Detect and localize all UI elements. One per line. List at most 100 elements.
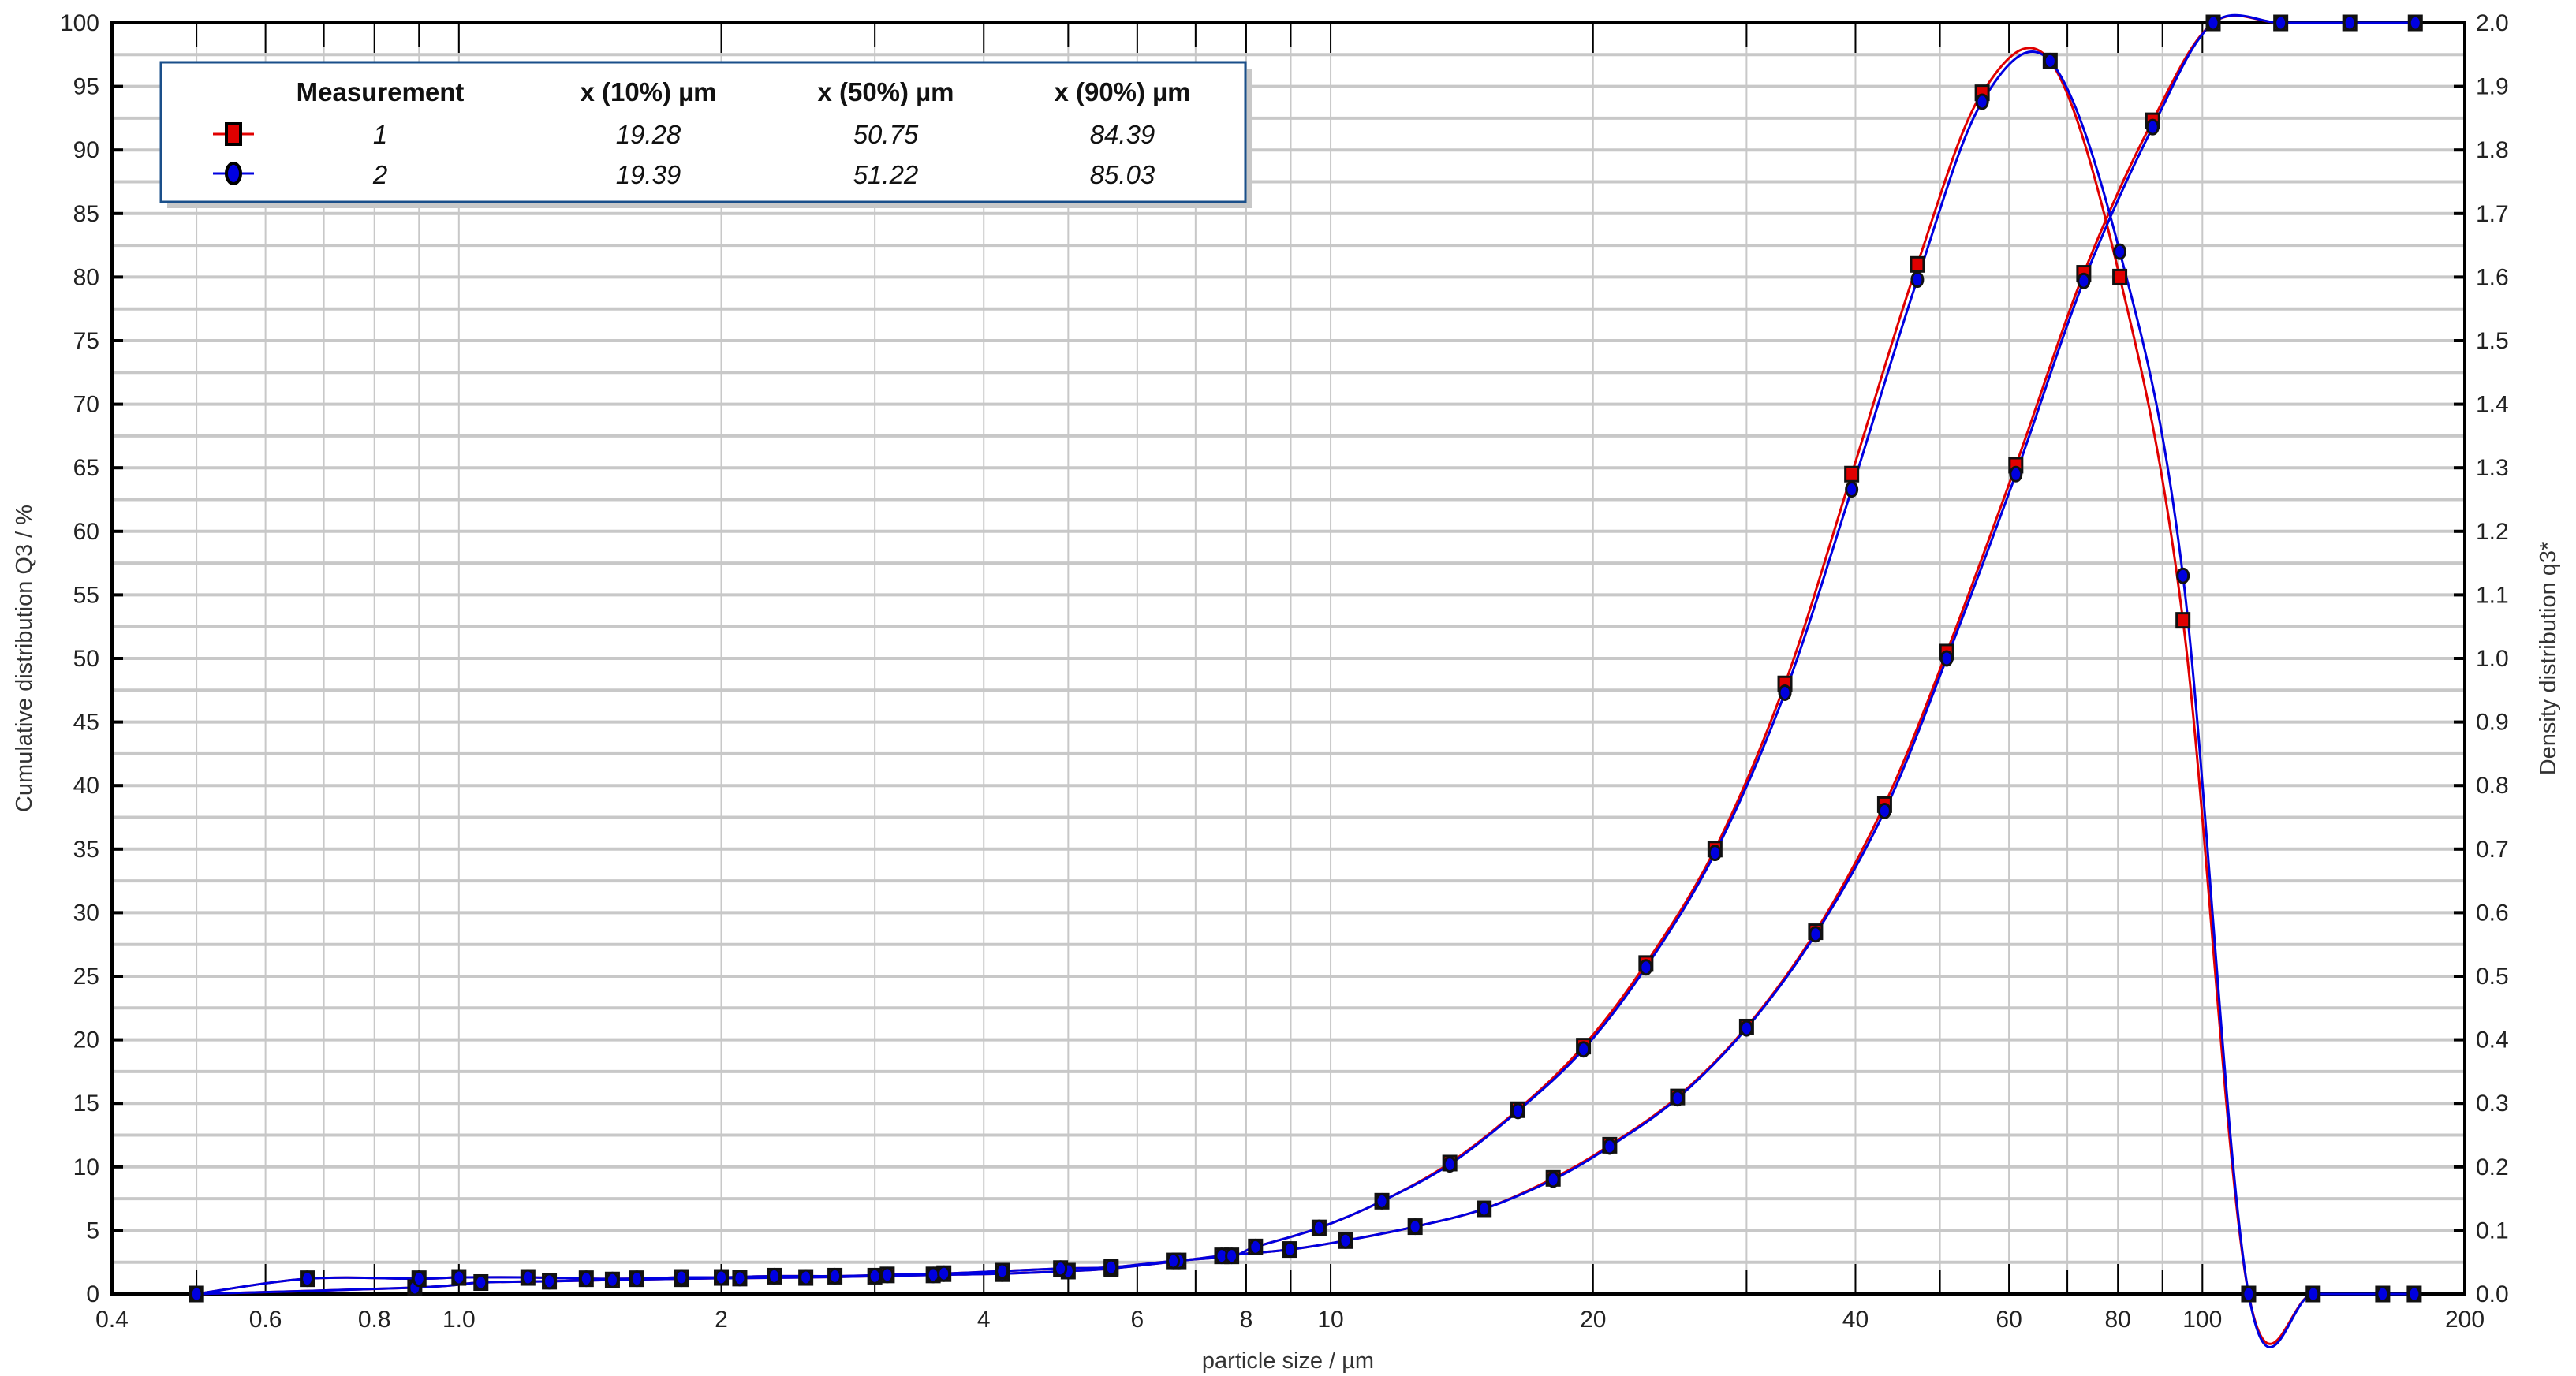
legend-row2-x90: 85.03 <box>1090 160 1155 189</box>
y-tick-label: 45 <box>73 710 99 736</box>
data-point-series-2 <box>2343 14 2357 32</box>
data-point-series-2 <box>1338 1232 1353 1249</box>
y2-tick-label: 0.4 <box>2476 1027 2509 1053</box>
y-tick-label: 20 <box>73 1027 99 1053</box>
legend-row1-x10: 19.28 <box>616 120 681 149</box>
density-line-series-1 <box>196 47 2414 1345</box>
x-tick-label: 2 <box>715 1307 728 1333</box>
legend-header-x10: x (10%) µm <box>580 77 716 106</box>
data-point-series-2 <box>629 1270 644 1288</box>
data-point-series-2 <box>880 1266 894 1284</box>
x-tick-label: 6 <box>1131 1307 1144 1333</box>
x-tick-label: 40 <box>1842 1307 1869 1333</box>
x-tick-label: 20 <box>1580 1307 1606 1333</box>
data-point-series-2 <box>301 1270 315 1288</box>
data-point-series-1 <box>1844 465 1860 483</box>
legend-row2-x50: 51.22 <box>853 160 919 189</box>
y2-tick-label: 0.6 <box>2476 900 2509 926</box>
y-tick-label: 35 <box>73 837 99 863</box>
data-point-series-2 <box>715 1269 729 1286</box>
y2-tick-label: 1.1 <box>2476 582 2509 608</box>
x-tick-label: 0.6 <box>249 1307 282 1333</box>
data-point-series-2 <box>1577 1041 1591 1058</box>
data-point-series-2 <box>2274 14 2288 32</box>
y-axis-title: Cumulative distribution Q3 / % <box>12 505 37 812</box>
data-point-series-2 <box>1975 93 1989 110</box>
y2-tick-label: 1.0 <box>2476 646 2509 672</box>
data-point-series-2 <box>2376 1285 2390 1303</box>
data-point-series-2 <box>2043 52 2057 69</box>
y2-tick-label: 1.5 <box>2476 328 2509 354</box>
x-tick-label: 10 <box>1317 1307 1343 1333</box>
data-point-series-2 <box>1054 1260 1068 1277</box>
data-point-series-2 <box>1104 1259 1118 1276</box>
y2-tick-label: 1.7 <box>2476 201 2509 227</box>
data-point-series-1 <box>2175 612 2191 629</box>
data-point-series-2 <box>1408 1218 1422 1236</box>
y2-tick-label: 1.6 <box>2476 264 2509 290</box>
data-point-series-2 <box>868 1267 882 1285</box>
y2-tick-label: 1.9 <box>2476 74 2509 100</box>
data-point-series-2 <box>2306 1285 2320 1303</box>
y2-tick-label: 1.3 <box>2476 455 2509 481</box>
y-tick-label: 55 <box>73 582 99 608</box>
y2-tick-label: 1.8 <box>2476 137 2509 163</box>
data-point-series-1 <box>2112 268 2128 285</box>
y-tick-label: 5 <box>86 1218 99 1244</box>
y-tick-label: 90 <box>73 137 99 163</box>
x-axis-title: particle size / µm <box>1202 1348 1374 1374</box>
y-tick-label: 95 <box>73 74 99 100</box>
data-point-series-2 <box>2145 118 2160 136</box>
data-point-series-2 <box>543 1273 557 1290</box>
x-tick-label: 4 <box>977 1307 991 1333</box>
y-tick-label: 70 <box>73 392 99 418</box>
data-point-series-2 <box>1225 1247 1239 1265</box>
data-point-series-2 <box>828 1267 842 1285</box>
x-tick-label: 200 <box>2445 1307 2485 1333</box>
data-point-series-2 <box>412 1270 426 1288</box>
data-point-series-2 <box>926 1266 940 1284</box>
x-tick-label: 1.0 <box>442 1307 476 1333</box>
data-point-series-2 <box>521 1269 535 1286</box>
y-tick-label: 80 <box>73 264 99 290</box>
data-point-series-2 <box>579 1270 593 1288</box>
data-point-series-2 <box>2176 567 2190 584</box>
y-tick-label: 75 <box>73 328 99 354</box>
legend-header-x90: x (90%) µm <box>1054 77 1190 106</box>
y-tick-label: 85 <box>73 201 99 227</box>
data-point-series-2 <box>1939 650 1954 667</box>
y2-tick-label: 0.3 <box>2476 1091 2509 1117</box>
data-point-series-2 <box>1511 1102 1525 1120</box>
data-point-series-2 <box>1671 1090 1685 1107</box>
y2-tick-label: 0.0 <box>2476 1281 2509 1307</box>
data-point-series-2 <box>452 1269 466 1286</box>
data-point-series-2 <box>2407 1285 2421 1303</box>
data-point-series-2 <box>1249 1238 1263 1255</box>
x-tick-label: 8 <box>1240 1307 1253 1333</box>
y-tick-label: 30 <box>73 900 99 926</box>
y-tick-label: 100 <box>60 10 99 36</box>
data-point-series-2 <box>2077 272 2091 289</box>
y2-tick-label: 1.4 <box>2476 392 2509 418</box>
data-point-series-2 <box>1546 1171 1560 1188</box>
y2-tick-label: 0.2 <box>2476 1154 2509 1180</box>
data-point-series-2 <box>2206 14 2220 32</box>
legend-row1-x50: 50.75 <box>853 120 919 149</box>
y-tick-label: 0 <box>86 1281 99 1307</box>
data-point-series-2 <box>1167 1252 1181 1270</box>
y2-tick-label: 0.1 <box>2476 1218 2509 1244</box>
data-point-series-2 <box>1282 1241 1297 1259</box>
data-point-series-1 <box>1910 255 1925 273</box>
data-point-series-2 <box>767 1267 782 1285</box>
y2-tick-label: 0.8 <box>2476 773 2509 799</box>
x-tick-label: 100 <box>2182 1307 2222 1333</box>
data-point-series-2 <box>1809 926 1823 943</box>
data-point-series-2 <box>2242 1285 2256 1303</box>
legend-row1-name: 1 <box>373 120 387 149</box>
y2-tick-label: 1.2 <box>2476 519 2509 545</box>
data-point-series-2 <box>1477 1200 1491 1218</box>
data-point-series-2 <box>1778 684 1792 702</box>
legend: Measurement x (10%) µm x (50%) µm x (90%… <box>159 61 1252 208</box>
legend-header-x50: x (50%) µm <box>817 77 954 106</box>
